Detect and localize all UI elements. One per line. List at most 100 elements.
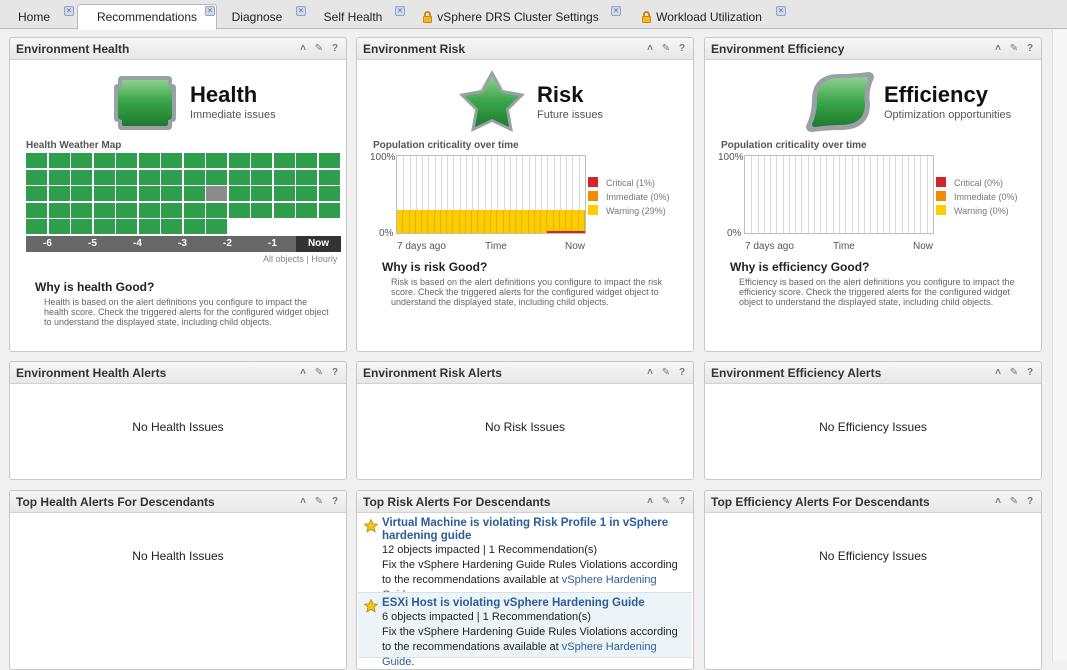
collapse-icon[interactable]: ˄ bbox=[300, 42, 306, 54]
close-tab-self-health-icon[interactable]: × bbox=[395, 6, 405, 16]
weather-map-cell[interactable] bbox=[138, 153, 160, 168]
weather-map-cell[interactable] bbox=[273, 153, 295, 168]
help-icon[interactable]: ? bbox=[1026, 495, 1034, 507]
weather-map-cell[interactable] bbox=[206, 219, 227, 234]
collapse-icon[interactable]: ˄ bbox=[300, 495, 306, 507]
weather-map-cell[interactable] bbox=[296, 153, 317, 168]
weather-map-cell[interactable] bbox=[116, 219, 137, 234]
weather-map-cell[interactable] bbox=[273, 169, 295, 185]
weather-map-cell[interactable] bbox=[251, 153, 272, 168]
weather-map-cell[interactable] bbox=[296, 202, 317, 218]
close-tab-recommendations-icon[interactable]: × bbox=[205, 6, 215, 16]
weather-map-cell[interactable] bbox=[26, 202, 47, 218]
weather-map-cell[interactable] bbox=[161, 186, 182, 201]
weather-map-cell[interactable] bbox=[71, 153, 92, 168]
collapse-icon[interactable]: ˄ bbox=[995, 366, 1001, 378]
edit-icon[interactable]: ✎ bbox=[1009, 42, 1019, 54]
weather-map-cell[interactable] bbox=[93, 186, 115, 201]
edit-icon[interactable]: ✎ bbox=[1009, 366, 1019, 378]
help-icon[interactable]: ? bbox=[1026, 42, 1034, 54]
edit-icon[interactable]: ✎ bbox=[1009, 495, 1019, 507]
weather-map-cell[interactable] bbox=[138, 186, 160, 201]
weather-map-cell[interactable] bbox=[93, 202, 115, 218]
weather-map-cell[interactable] bbox=[161, 153, 182, 168]
help-icon[interactable]: ? bbox=[331, 495, 339, 507]
weather-map-cell[interactable] bbox=[296, 186, 317, 201]
weather-map-cell[interactable] bbox=[228, 202, 250, 218]
collapse-icon[interactable]: ˄ bbox=[995, 495, 1001, 507]
weather-map-cell[interactable] bbox=[251, 202, 272, 218]
help-icon[interactable]: ? bbox=[331, 366, 339, 378]
weather-map-cell[interactable] bbox=[48, 202, 70, 218]
weather-map-cell[interactable] bbox=[138, 169, 160, 185]
weather-map-cell[interactable] bbox=[206, 202, 227, 218]
collapse-icon[interactable]: ˄ bbox=[300, 366, 306, 378]
weather-map-cell[interactable] bbox=[318, 202, 340, 218]
weather-map-cell[interactable] bbox=[183, 186, 205, 201]
help-icon[interactable]: ? bbox=[1026, 366, 1034, 378]
weather-map-cell[interactable] bbox=[206, 186, 227, 201]
edit-icon[interactable]: ✎ bbox=[314, 42, 324, 54]
weather-map-cell[interactable] bbox=[296, 169, 317, 185]
alert-title-link[interactable]: Virtual Machine is violating Risk Profil… bbox=[382, 517, 669, 542]
weather-map-cell[interactable] bbox=[26, 186, 47, 201]
weather-map-cell[interactable] bbox=[206, 169, 227, 185]
weather-map-cell[interactable] bbox=[116, 169, 137, 185]
health-weather-map[interactable] bbox=[26, 153, 341, 237]
weather-map-cell[interactable] bbox=[48, 169, 70, 185]
weather-map-cell[interactable] bbox=[251, 186, 272, 201]
weather-map-cell[interactable] bbox=[26, 219, 47, 234]
weather-map-cell[interactable] bbox=[228, 169, 250, 185]
weather-map-cell[interactable] bbox=[183, 153, 205, 168]
tab-diagnose[interactable]: Diagnose bbox=[222, 4, 292, 29]
weather-map-cell[interactable] bbox=[161, 219, 182, 234]
close-tab-workload-utilization-icon[interactable]: × bbox=[776, 6, 786, 16]
weather-map-cell[interactable] bbox=[318, 186, 340, 201]
weather-map-cell[interactable] bbox=[251, 169, 272, 185]
weather-map-cell[interactable] bbox=[93, 219, 115, 234]
tab-vsphere-drs-cluster-settings[interactable]: vSphere DRS Cluster Settings bbox=[418, 4, 604, 29]
edit-icon[interactable]: ✎ bbox=[661, 366, 671, 378]
close-tab-home-icon[interactable]: × bbox=[64, 6, 74, 16]
help-icon[interactable]: ? bbox=[678, 366, 686, 378]
weather-map-cell[interactable] bbox=[161, 202, 182, 218]
weather-map-cell[interactable] bbox=[206, 153, 227, 168]
weather-map-cell[interactable] bbox=[138, 202, 160, 218]
weather-map-cell[interactable] bbox=[228, 153, 250, 168]
timeline-now[interactable]: Now bbox=[296, 236, 341, 252]
risk-criticality-chart[interactable] bbox=[396, 155, 586, 234]
edit-icon[interactable]: ✎ bbox=[661, 42, 671, 54]
weather-map-cell[interactable] bbox=[26, 153, 47, 168]
alert-list-item[interactable]: ESXi Host is violating vSphere Hardening… bbox=[358, 592, 692, 668]
close-tab-diagnose-icon[interactable]: × bbox=[296, 6, 306, 16]
collapse-icon[interactable]: ˄ bbox=[647, 366, 653, 378]
weather-map-cell[interactable] bbox=[228, 186, 250, 201]
weather-map-cell[interactable] bbox=[318, 169, 340, 185]
edit-icon[interactable]: ✎ bbox=[314, 366, 324, 378]
collapse-icon[interactable]: ˄ bbox=[647, 495, 653, 507]
weather-map-cell[interactable] bbox=[93, 169, 115, 185]
weather-map-cell[interactable] bbox=[183, 202, 205, 218]
efficiency-criticality-chart[interactable] bbox=[744, 155, 934, 234]
weather-map-cell[interactable] bbox=[116, 186, 137, 201]
edit-icon[interactable]: ✎ bbox=[661, 495, 671, 507]
edit-icon[interactable]: ✎ bbox=[314, 495, 324, 507]
weather-map-cell[interactable] bbox=[71, 186, 92, 201]
weather-map-cell[interactable] bbox=[71, 219, 92, 234]
weather-map-cell[interactable] bbox=[116, 153, 137, 168]
weather-map-cell[interactable] bbox=[273, 186, 295, 201]
page-scrollbar[interactable] bbox=[1052, 30, 1067, 661]
weather-map-cell[interactable] bbox=[48, 186, 70, 201]
weather-map-cell[interactable] bbox=[93, 153, 115, 168]
weather-map-cell[interactable] bbox=[71, 169, 92, 185]
alert-title-link[interactable]: ESXi Host is violating vSphere Hardening… bbox=[382, 597, 645, 609]
help-icon[interactable]: ? bbox=[678, 42, 686, 54]
objects-hourly-label[interactable]: All objects | Hourly bbox=[263, 254, 338, 264]
weather-map-cell[interactable] bbox=[273, 202, 295, 218]
weather-map-cell[interactable] bbox=[183, 219, 205, 234]
help-icon[interactable]: ? bbox=[678, 495, 686, 507]
tab-workload-utilization[interactable]: Workload Utilization bbox=[634, 4, 770, 29]
weather-map-cell[interactable] bbox=[318, 153, 340, 168]
weather-map-cell[interactable] bbox=[183, 169, 205, 185]
collapse-icon[interactable]: ˄ bbox=[647, 42, 653, 54]
